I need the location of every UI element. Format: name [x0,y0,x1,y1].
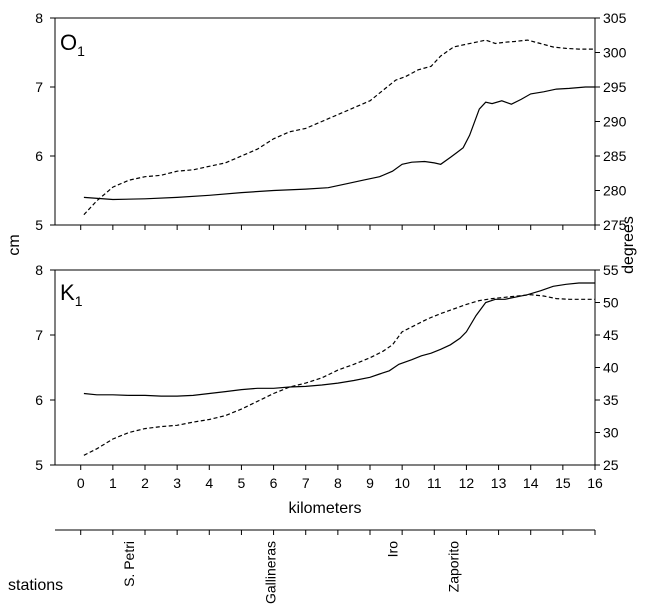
y-right-tick-label: 30 [603,425,619,441]
dashed-series-line [83,39,595,216]
stations-axis-ticks [80,530,596,535]
panel-k1-frame [54,269,596,466]
station-label: S. Petri [121,541,137,587]
y-right-tick-label: 40 [603,360,619,376]
y-right-tick-label: 50 [603,295,619,311]
y-right-tick-label: 285 [603,148,627,164]
panel-o1-series [83,39,595,216]
x-tick-label: 2 [141,475,149,491]
x-tick-label: 5 [238,475,246,491]
panel-o1-frame [54,17,596,226]
y-right-tick-label: 300 [603,45,627,61]
y-left-tick-label: 7 [35,79,43,95]
x-tick-label: 3 [173,475,181,491]
panel-k1-ticks: 5 6 7 8 25 30 35 40 45 50 55 [35,262,619,473]
y-left-tick-label: 7 [35,327,43,343]
y-axis-right-title: degrees [620,216,637,274]
x-tick-label: 13 [491,475,507,491]
solid-series-line [83,86,595,201]
solid-series-line [83,282,595,397]
x-tick-label: 10 [394,475,410,491]
y-right-tick-label: 275 [603,217,627,233]
x-tick-label: 16 [587,475,603,491]
station-label: Iro [385,541,401,558]
x-tick-label: 14 [523,475,539,491]
panel-k1-series [83,282,595,456]
station-labels: S. Petri Gallineras Iro Zaporito [121,541,462,604]
x-tick-label: 9 [366,475,374,491]
y-right-tick-label: 25 [603,457,619,473]
y-right-tick-label: 45 [603,327,619,343]
y-right-tick-label: 35 [603,392,619,408]
y-right-tick-label: 280 [603,183,627,199]
x-tick-label: 0 [77,475,85,491]
y-right-tick-label: 290 [603,114,627,130]
y-left-tick-label: 6 [35,392,43,408]
y-axis-left-title: cm [6,234,23,255]
dashed-series-line [83,294,595,456]
panel-o1-label: O1 [60,30,85,59]
x-tick-label: 15 [555,475,571,491]
x-tick-label: 7 [302,475,310,491]
panel-k1-label: K1 [60,280,83,309]
x-axis-tick-labels: 0 1 2 3 4 5 6 7 8 9 10 11 12 13 14 15 16 [77,475,603,491]
x-tick-label: 8 [334,475,342,491]
x-tick-label: 11 [427,475,442,491]
y-left-tick-label: 5 [35,457,43,473]
x-tick-label: 12 [459,475,475,491]
x-tick-label: 6 [270,475,278,491]
y-right-tick-label: 305 [603,10,627,26]
stations-title: stations [8,577,63,594]
stations-strip: S. Petri Gallineras Iro Zaporito stations [8,529,596,604]
y-right-tick-label: 295 [603,79,627,95]
y-right-tick-label: 55 [603,262,619,278]
station-label: Gallineras [262,541,278,604]
y-left-tick-label: 5 [35,217,43,233]
x-tick-label: 1 [109,475,117,491]
y-left-tick-label: 6 [35,148,43,164]
x-axis-title: kilometers [289,500,362,517]
panel-o1-ticks: 5 6 7 8 275 280 285 290 295 300 305 [35,10,626,233]
y-left-tick-label: 8 [35,10,43,26]
panel-o1: 5 6 7 8 275 280 285 290 295 300 305 O1 [35,10,626,233]
y-left-tick-label: 8 [35,262,43,278]
station-label: Zaporito [446,541,462,593]
panel-k1: 5 6 7 8 25 30 35 40 45 50 55 K1 [35,262,619,473]
x-tick-label: 4 [205,475,213,491]
